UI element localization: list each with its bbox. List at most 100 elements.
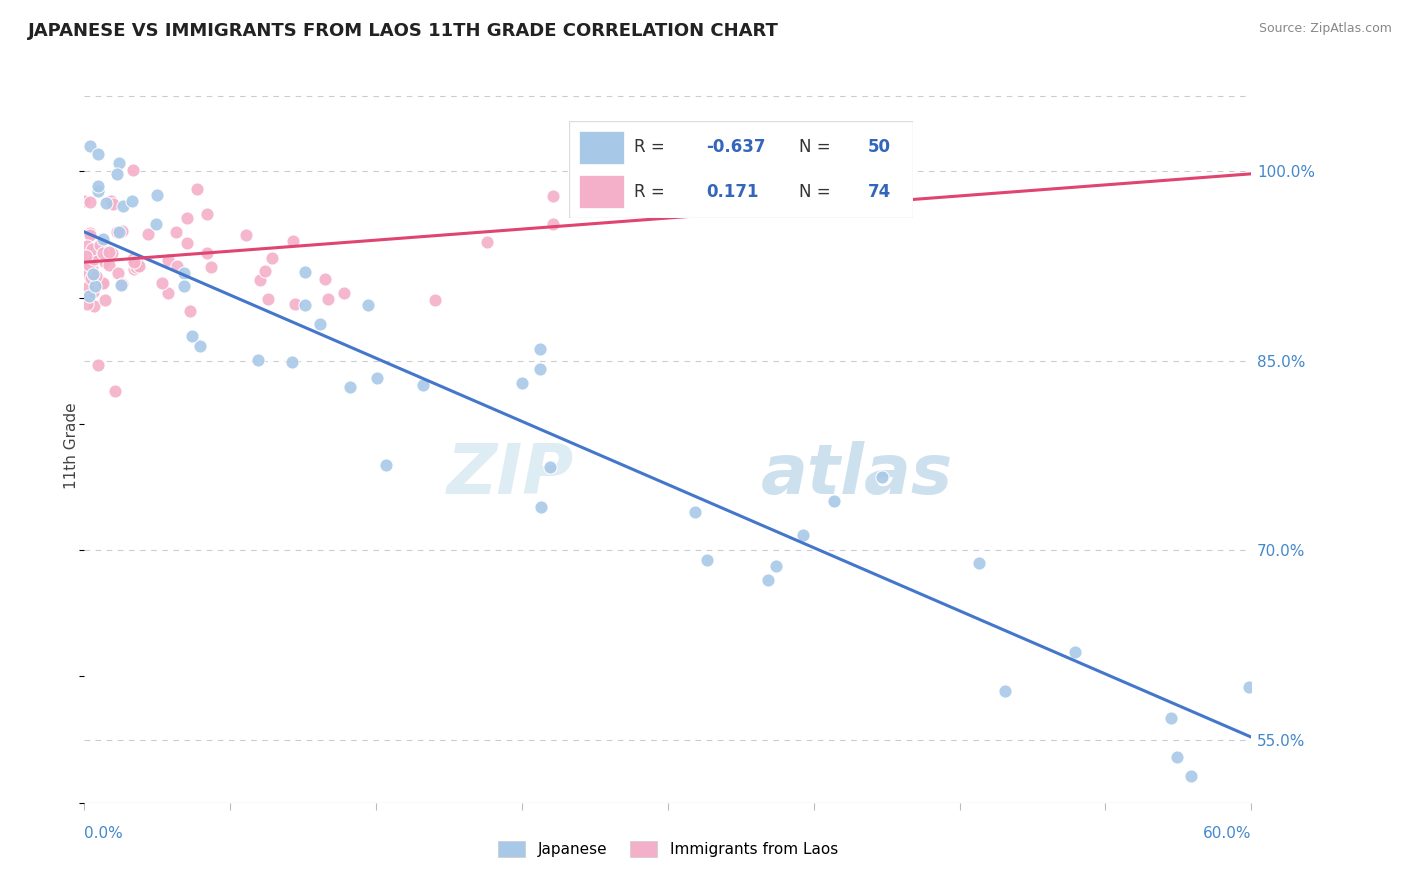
Point: [967, 556, 990, 570]
FancyBboxPatch shape: [579, 175, 624, 208]
Point: [157, 252, 180, 267]
Point: [122, 252, 145, 266]
Point: [475, 235, 498, 249]
Point: [308, 317, 330, 331]
Point: [247, 352, 270, 367]
Point: [314, 272, 336, 286]
Point: [103, 196, 125, 211]
Point: [82, 285, 104, 299]
Point: [176, 211, 198, 226]
Text: R =: R =: [634, 138, 665, 156]
Point: [543, 189, 565, 203]
Point: [538, 459, 561, 474]
Point: [541, 217, 564, 231]
Point: [870, 470, 893, 484]
Point: [765, 559, 787, 574]
Point: [75, 250, 97, 264]
Point: [80, 270, 103, 285]
Point: [145, 218, 167, 232]
Point: [179, 304, 201, 318]
Point: [94, 255, 117, 269]
Point: [1237, 680, 1260, 694]
Point: [93, 232, 115, 246]
Text: JAPANESE VS IMMIGRANTS FROM LAOS 11TH GRADE CORRELATION CHART: JAPANESE VS IMMIGRANTS FROM LAOS 11TH GR…: [28, 22, 779, 40]
Point: [166, 260, 188, 274]
Point: [257, 292, 280, 306]
Point: [173, 266, 195, 280]
Text: 0.171: 0.171: [706, 183, 759, 201]
Point: [792, 528, 814, 542]
Point: [339, 380, 361, 394]
Point: [87, 147, 110, 161]
Point: [83, 252, 105, 266]
Point: [94, 250, 117, 264]
Point: [79, 258, 101, 272]
Point: [84, 268, 107, 283]
Point: [75, 266, 97, 280]
Point: [87, 184, 110, 198]
Point: [530, 500, 553, 514]
Point: [412, 377, 434, 392]
Point: [76, 297, 98, 311]
Text: 50: 50: [868, 138, 891, 156]
Point: [86, 179, 108, 194]
Point: [84, 268, 107, 283]
Point: [186, 181, 208, 195]
Point: [357, 298, 380, 312]
Point: [249, 273, 271, 287]
Point: [110, 277, 132, 292]
Point: [79, 195, 101, 210]
Point: [82, 262, 104, 277]
Point: [1064, 645, 1087, 659]
Point: [107, 267, 129, 281]
Point: [76, 239, 98, 253]
Point: [121, 194, 143, 209]
Point: [104, 384, 127, 398]
Point: [97, 259, 120, 273]
Point: [111, 277, 134, 291]
Point: [122, 255, 145, 269]
Text: N =: N =: [799, 138, 831, 156]
Point: [197, 207, 219, 221]
Point: [235, 228, 257, 243]
Point: [111, 199, 134, 213]
Y-axis label: 11th Grade: 11th Grade: [63, 402, 79, 490]
Point: [79, 139, 101, 153]
Point: [105, 167, 128, 181]
Point: [529, 343, 551, 357]
Point: [146, 188, 169, 202]
Point: [100, 194, 122, 209]
Point: [318, 293, 340, 307]
Point: [108, 155, 131, 169]
Point: [91, 245, 114, 260]
Point: [73, 194, 96, 208]
Point: [284, 296, 307, 310]
Point: [89, 238, 111, 252]
Point: [756, 573, 779, 587]
Point: [176, 236, 198, 251]
FancyBboxPatch shape: [568, 121, 912, 218]
Legend: Japanese, Immigrants from Laos: Japanese, Immigrants from Laos: [492, 835, 844, 863]
Point: [823, 494, 845, 508]
Point: [82, 267, 104, 281]
Point: [366, 371, 388, 385]
Point: [75, 254, 97, 268]
Point: [76, 250, 98, 264]
Point: [82, 242, 104, 256]
Point: [181, 329, 204, 343]
Point: [150, 277, 173, 291]
Point: [79, 227, 101, 242]
Point: [77, 289, 100, 303]
Point: [200, 260, 222, 275]
Point: [1166, 749, 1188, 764]
Point: [685, 504, 707, 518]
Point: [108, 225, 131, 239]
Point: [1160, 711, 1182, 725]
Point: [97, 245, 120, 260]
Point: [281, 354, 304, 368]
Point: [122, 262, 145, 277]
Point: [94, 196, 117, 211]
Point: [91, 276, 114, 290]
FancyBboxPatch shape: [579, 131, 624, 164]
Point: [111, 224, 134, 238]
